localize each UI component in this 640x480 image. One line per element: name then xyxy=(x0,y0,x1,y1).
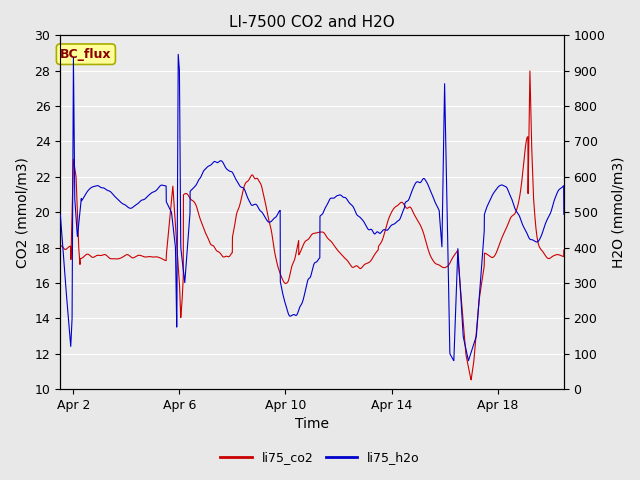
Title: LI-7500 CO2 and H2O: LI-7500 CO2 and H2O xyxy=(229,15,395,30)
Legend: li75_co2, li75_h2o: li75_co2, li75_h2o xyxy=(215,446,425,469)
Y-axis label: CO2 (mmol/m3): CO2 (mmol/m3) xyxy=(15,157,29,268)
X-axis label: Time: Time xyxy=(295,418,329,432)
Text: BC_flux: BC_flux xyxy=(60,48,111,60)
Y-axis label: H2O (mmol/m3): H2O (mmol/m3) xyxy=(611,156,625,268)
